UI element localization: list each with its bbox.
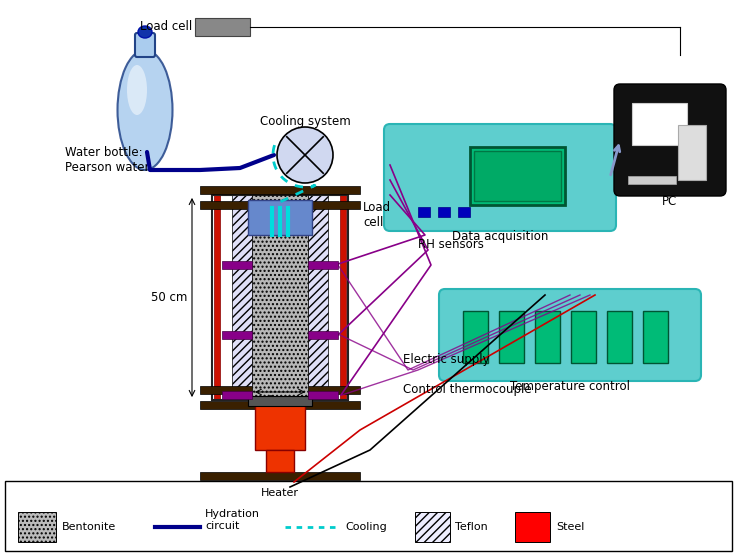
Bar bbox=[255, 405, 305, 450]
Bar bbox=[418, 207, 430, 217]
Bar bbox=[248, 396, 312, 406]
FancyBboxPatch shape bbox=[439, 289, 701, 381]
Bar bbox=[308, 331, 338, 339]
Text: RH sensors: RH sensors bbox=[418, 239, 484, 252]
FancyBboxPatch shape bbox=[384, 124, 616, 231]
Bar bbox=[415, 512, 450, 542]
Bar bbox=[607, 311, 632, 363]
Ellipse shape bbox=[127, 65, 147, 115]
Text: Load cell: Load cell bbox=[140, 20, 192, 33]
Bar bbox=[266, 450, 294, 472]
Ellipse shape bbox=[138, 26, 152, 38]
Text: Teflon: Teflon bbox=[455, 522, 488, 532]
Bar bbox=[628, 176, 676, 184]
Bar bbox=[470, 147, 565, 205]
Bar bbox=[463, 311, 488, 363]
Bar bbox=[438, 207, 450, 217]
Text: Data acquisition: Data acquisition bbox=[452, 230, 548, 243]
Bar bbox=[200, 201, 360, 209]
Text: Electric supply: Electric supply bbox=[403, 353, 489, 367]
Bar bbox=[214, 195, 220, 400]
Text: PC: PC bbox=[663, 195, 677, 208]
Text: Heater: Heater bbox=[261, 488, 299, 498]
Bar bbox=[535, 311, 560, 363]
Bar bbox=[232, 195, 252, 400]
Bar bbox=[632, 103, 687, 145]
Bar bbox=[515, 512, 550, 542]
Text: Cooling system: Cooling system bbox=[259, 115, 350, 128]
Bar bbox=[474, 151, 561, 201]
Text: Cooling: Cooling bbox=[345, 522, 387, 532]
Bar bbox=[308, 195, 328, 400]
Text: Temperature control: Temperature control bbox=[510, 380, 630, 393]
Text: Steel: Steel bbox=[556, 522, 584, 532]
Bar bbox=[340, 195, 346, 400]
Bar bbox=[222, 261, 252, 269]
Text: Hydration
circuit: Hydration circuit bbox=[205, 509, 260, 531]
FancyBboxPatch shape bbox=[614, 84, 726, 196]
Bar bbox=[499, 311, 524, 363]
Text: Control thermocouple: Control thermocouple bbox=[403, 383, 531, 397]
Circle shape bbox=[277, 127, 333, 183]
FancyBboxPatch shape bbox=[5, 481, 732, 551]
Bar bbox=[458, 207, 470, 217]
Bar bbox=[222, 391, 252, 399]
Bar bbox=[200, 401, 360, 409]
Bar bbox=[195, 18, 250, 36]
Bar bbox=[212, 195, 348, 400]
Bar bbox=[200, 386, 360, 394]
Bar bbox=[643, 311, 668, 363]
Ellipse shape bbox=[117, 50, 172, 170]
Bar bbox=[252, 195, 308, 400]
Text: 50 cm: 50 cm bbox=[150, 291, 187, 304]
Bar bbox=[308, 391, 338, 399]
Bar bbox=[200, 472, 360, 480]
FancyBboxPatch shape bbox=[135, 33, 155, 57]
Text: Bentonite: Bentonite bbox=[62, 522, 116, 532]
Bar bbox=[571, 311, 596, 363]
Bar bbox=[248, 200, 312, 235]
Text: 2 cm: 2 cm bbox=[269, 395, 291, 404]
Bar bbox=[678, 125, 706, 180]
Bar bbox=[18, 512, 56, 542]
Bar bbox=[200, 186, 360, 194]
Bar bbox=[308, 261, 338, 269]
Text: Water bottle:
Pearson water: Water bottle: Pearson water bbox=[65, 146, 150, 174]
Bar bbox=[222, 331, 252, 339]
Text: Load
cell: Load cell bbox=[363, 201, 391, 229]
